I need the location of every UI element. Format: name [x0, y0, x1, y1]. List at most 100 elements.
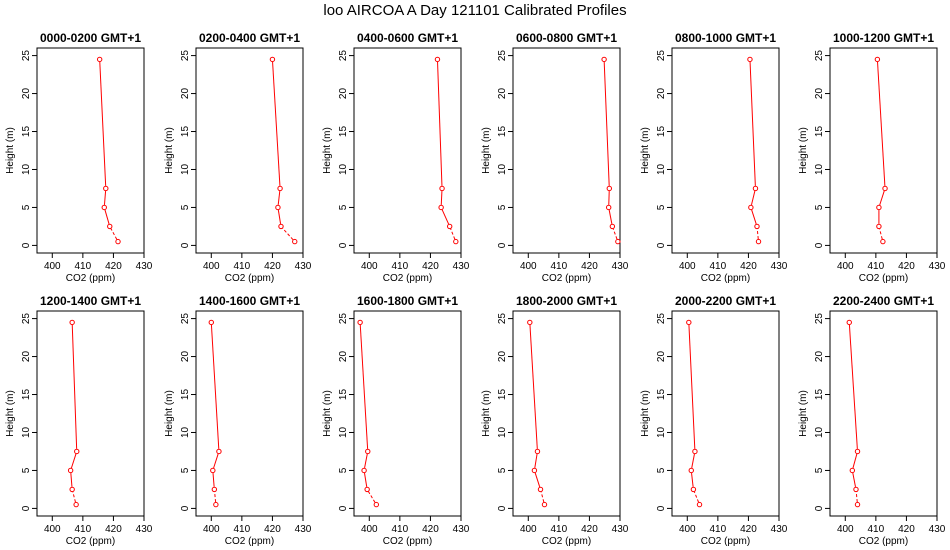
data-point — [216, 448, 222, 455]
data-point — [541, 501, 548, 508]
data-point — [434, 56, 441, 63]
series-line-segment — [104, 209, 110, 225]
y-axis-label: Height (m) — [164, 127, 175, 174]
x-tick-label: 410 — [392, 261, 409, 272]
y-tick-label: 15 — [497, 126, 508, 138]
data-point — [686, 319, 692, 326]
y-tick-label: 25 — [656, 313, 667, 325]
data-point — [688, 467, 694, 474]
panel-title: 1000-1200 GMT+1 — [833, 31, 934, 45]
panel-title: 2200-2400 GMT+1 — [833, 294, 934, 308]
data-point — [373, 501, 380, 508]
data-point — [364, 486, 370, 493]
y-tick-label: 20 — [180, 88, 191, 100]
y-tick-label: 25 — [180, 50, 191, 62]
series-line-segment — [756, 228, 759, 240]
y-tick-label: 10 — [656, 163, 667, 175]
x-tick-label: 420 — [264, 261, 281, 272]
series-line-segment — [213, 453, 219, 469]
series-line-segment — [110, 228, 118, 240]
y-tick-label: 0 — [21, 242, 32, 248]
series-line-segment — [879, 190, 885, 206]
x-axis-label: CO2 (ppm) — [542, 273, 591, 284]
x-tick-label: 420 — [105, 524, 122, 535]
data-point — [615, 238, 621, 245]
panel-9: 1600-1800 GMT+1 400 410 420 430 CO2 (ppm) 0 5 10… — [322, 294, 470, 547]
data-point — [609, 223, 616, 230]
y-tick-label: 15 — [814, 389, 825, 401]
series-line-segment — [277, 209, 282, 224]
data-point — [606, 185, 612, 192]
panel-12: 2200-2400 GMT+1 400 410 420 430 CO2 (ppm) 0 5 10… — [798, 294, 946, 547]
y-tick-label: 0 — [656, 505, 667, 511]
x-axis-label: CO2 (ppm) — [859, 536, 908, 547]
data-point — [101, 204, 107, 211]
y-tick-label: 15 — [656, 126, 667, 138]
y-tick-label: 25 — [497, 313, 508, 325]
data-point — [292, 238, 298, 245]
y-tick-label: 25 — [814, 313, 825, 325]
x-axis-label: CO2 (ppm) — [859, 273, 908, 284]
x-tick-label: 410 — [392, 524, 409, 535]
y-tick-label: 0 — [656, 242, 667, 248]
y-tick-label: 0 — [338, 505, 349, 511]
y-axis-label: Height (m) — [798, 127, 809, 174]
y-tick-label: 10 — [180, 163, 191, 175]
x-tick-label: 400 — [361, 261, 378, 272]
y-axis-label: Height (m) — [164, 390, 175, 437]
y-tick-label: 5 — [338, 467, 349, 473]
x-tick-label: 400 — [520, 524, 537, 535]
y-axis-label: Height (m) — [481, 390, 492, 437]
y-axis-label: Height (m) — [798, 390, 809, 437]
y-axis-label: Height (m) — [5, 127, 16, 174]
x-tick-label: 410 — [551, 524, 568, 535]
x-tick-label: 420 — [898, 524, 915, 535]
data-point — [755, 238, 762, 245]
panel-5: 0800-1000 GMT+1 400 410 420 430 CO2 (ppm) 0 5 10… — [640, 31, 788, 284]
panel-title: 0400-0600 GMT+1 — [357, 31, 458, 45]
series-line-segment — [693, 491, 700, 503]
y-tick-label: 20 — [338, 351, 349, 363]
series-line-segment — [534, 453, 538, 468]
data-point — [357, 319, 363, 326]
series-line-segment — [103, 191, 107, 205]
y-tick-label: 20 — [656, 88, 667, 100]
y-tick-label: 15 — [180, 389, 191, 401]
plot-frame — [36, 310, 145, 517]
y-tick-label: 20 — [656, 351, 667, 363]
y-tick-label: 15 — [814, 126, 825, 138]
plot-frame — [36, 47, 145, 254]
x-tick-label: 410 — [710, 261, 727, 272]
x-tick-label: 420 — [422, 524, 439, 535]
x-axis-label: CO2 (ppm) — [66, 273, 115, 284]
plot-frame — [512, 310, 621, 517]
y-axis-label: Height (m) — [5, 390, 16, 437]
data-point — [880, 238, 886, 245]
x-tick-label: 400 — [203, 261, 220, 272]
y-tick-label: 20 — [497, 351, 508, 363]
data-point — [73, 501, 79, 508]
data-point — [67, 467, 74, 474]
data-point — [103, 185, 109, 192]
y-tick-label: 0 — [814, 505, 825, 511]
data-point — [876, 223, 882, 230]
x-tick-label: 430 — [929, 261, 946, 272]
series-line-segment — [277, 190, 281, 205]
data-point — [115, 238, 121, 245]
series-line-segment — [210, 324, 220, 449]
data-point — [527, 319, 533, 326]
series-line-segment — [852, 472, 856, 487]
y-axis-label: Height (m) — [640, 390, 651, 437]
x-tick-label: 420 — [581, 261, 598, 272]
y-tick-label: 15 — [656, 389, 667, 401]
y-tick-label: 15 — [180, 126, 191, 138]
x-tick-label: 430 — [295, 261, 312, 272]
y-tick-label: 20 — [21, 88, 32, 100]
x-tick-label: 400 — [203, 524, 220, 535]
series-line-segment — [272, 61, 281, 186]
data-point — [69, 319, 75, 326]
panel-title: 1400-1600 GMT+1 — [199, 294, 300, 308]
panel-11: 2000-2200 GMT+1 400 410 420 430 CO2 (ppm) 0 5 10… — [640, 294, 788, 547]
panel-title: 1600-1800 GMT+1 — [357, 294, 458, 308]
